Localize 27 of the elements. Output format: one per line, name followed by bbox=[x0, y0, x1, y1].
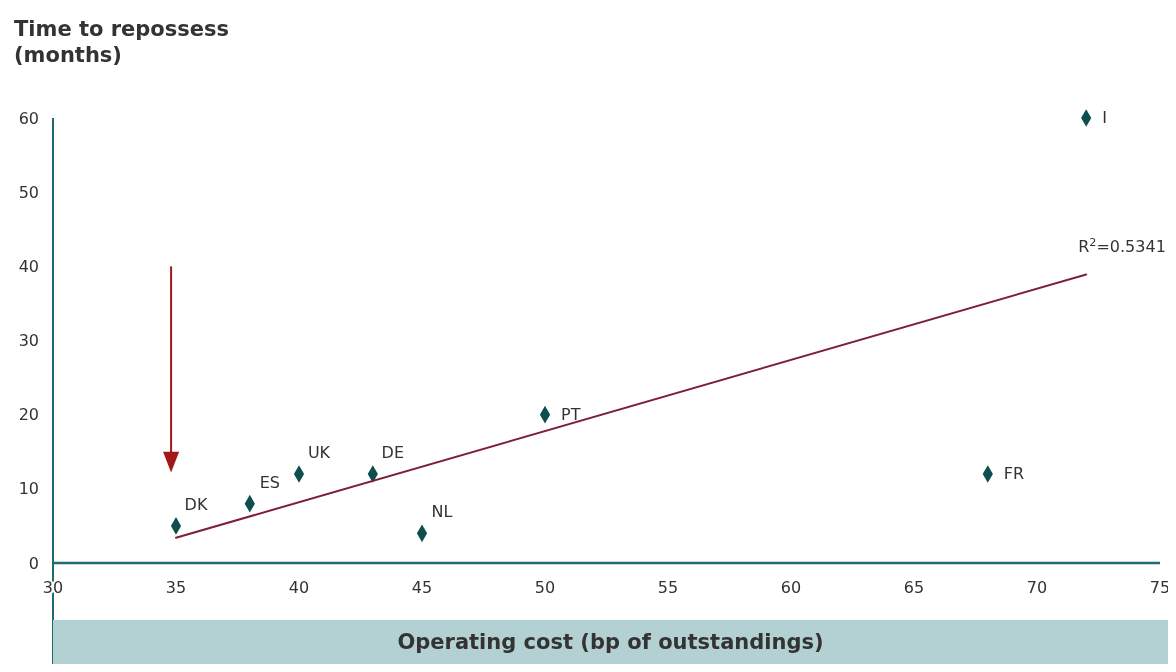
x-tick-label: 75 bbox=[1149, 578, 1171, 597]
x-tick-label: 65 bbox=[903, 578, 925, 597]
y-tick-label: 10 bbox=[18, 479, 39, 499]
y-tick-label: 60 bbox=[18, 108, 39, 128]
annotation: I bbox=[1102, 108, 1107, 127]
x-tick-label: 40 bbox=[288, 578, 310, 597]
x-tick-label: 70 bbox=[1026, 578, 1048, 597]
x-tick-label: 35 bbox=[165, 578, 187, 597]
annotation: PT bbox=[561, 404, 581, 424]
x-tick-label: 45 bbox=[411, 578, 433, 597]
y-tick-label: 20 bbox=[18, 405, 39, 425]
y-tick-label: 30 bbox=[18, 331, 39, 351]
x-tick-label: 60 bbox=[780, 578, 802, 597]
annotation: FR bbox=[1003, 464, 1025, 483]
annotation: ES bbox=[259, 472, 280, 492]
y-tick-label: 0 bbox=[28, 553, 39, 573]
x-axis-title: Operating cost (bp of outstandings) bbox=[397, 630, 824, 654]
x-tick-label: 55 bbox=[657, 578, 679, 597]
annotation: R$^{2}$=0.5341 bbox=[1078, 235, 1166, 257]
y-axis-title: Time to repossess (months) bbox=[14, 17, 230, 67]
y-tick-label: 50 bbox=[18, 182, 39, 202]
annotation: DK bbox=[184, 494, 208, 514]
annotation: DE bbox=[381, 443, 405, 462]
annotation: UK bbox=[307, 443, 331, 462]
x-tick-label: 50 bbox=[534, 578, 556, 597]
annotation: NL bbox=[431, 502, 453, 522]
y-tick-label: 40 bbox=[18, 256, 39, 276]
